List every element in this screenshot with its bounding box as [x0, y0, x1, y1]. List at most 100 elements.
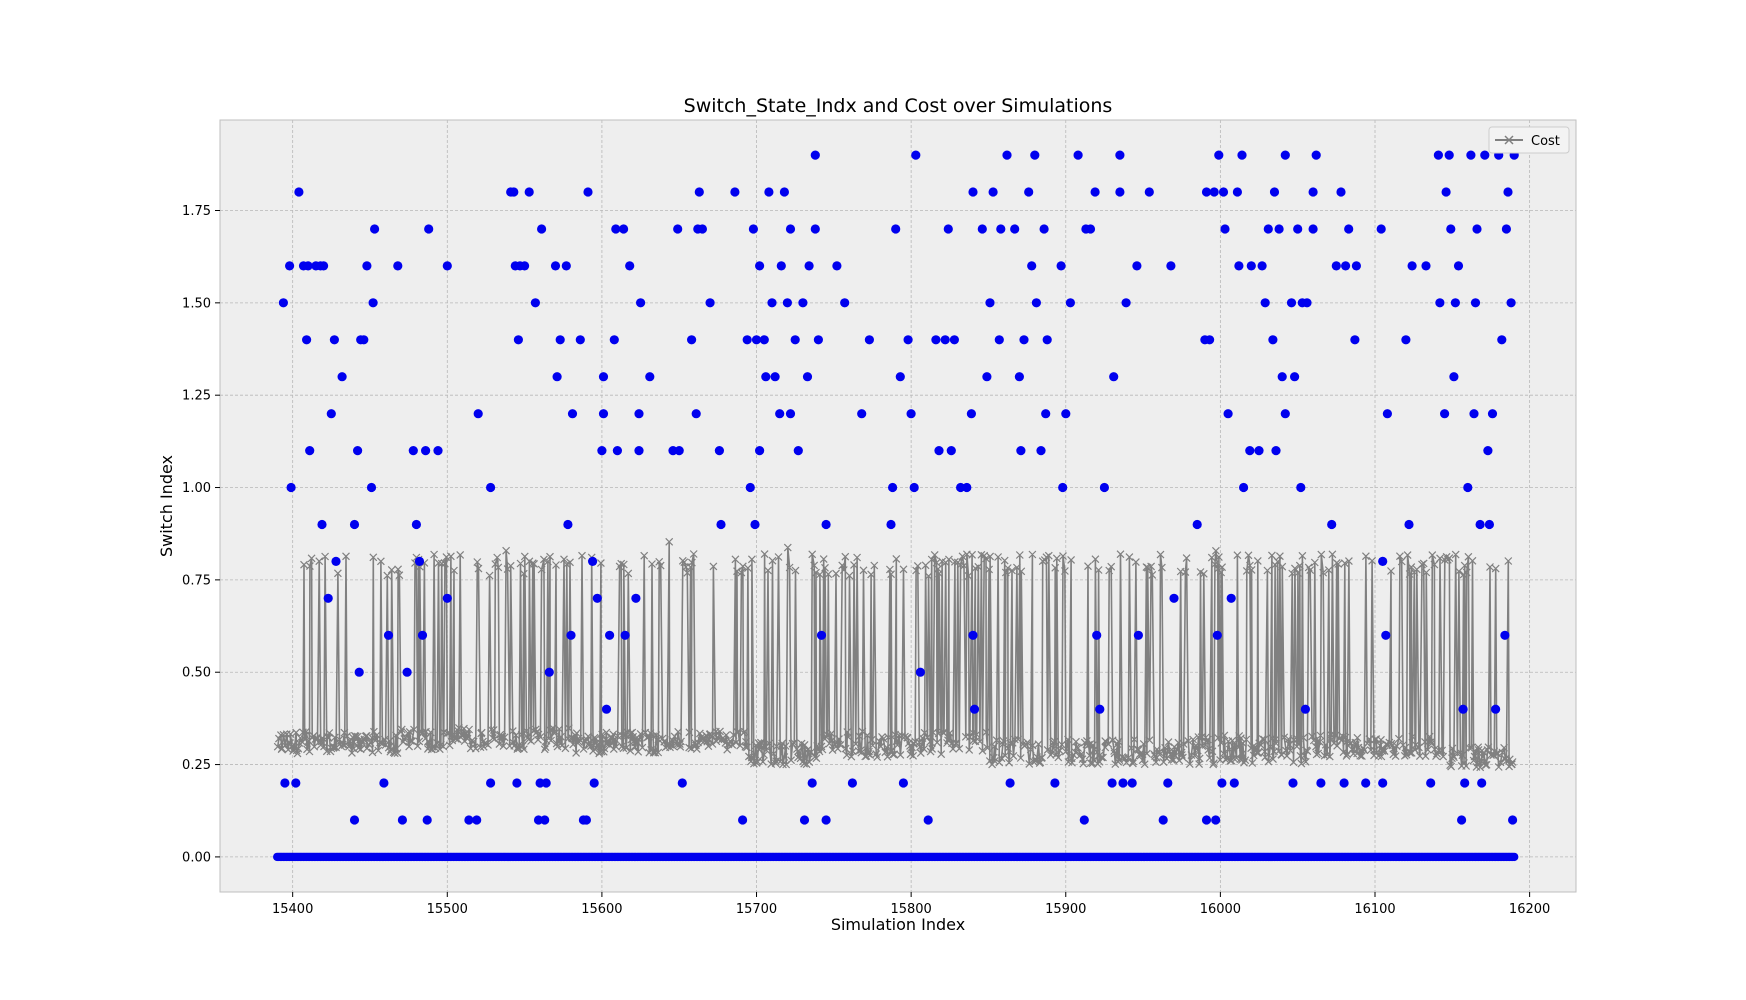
switch-point — [1491, 704, 1501, 714]
switch-point — [1239, 482, 1249, 493]
switch-point — [1005, 778, 1015, 788]
switch-point — [742, 335, 752, 345]
switch-point — [291, 778, 301, 788]
switch-point — [1237, 150, 1247, 160]
switch-point — [1503, 187, 1513, 197]
switch-point — [888, 482, 898, 493]
x-tick-label: 15600 — [581, 902, 622, 917]
switch-point — [761, 372, 771, 382]
switch-point — [911, 150, 921, 160]
switch-point — [1466, 150, 1476, 160]
switch-point — [329, 335, 339, 345]
switch-point — [1277, 372, 1287, 382]
switch-point — [417, 630, 428, 640]
switch-point — [1426, 778, 1436, 788]
y-tick-label: 1.00 — [182, 481, 211, 496]
switch-point — [1401, 335, 1411, 345]
switch-point — [759, 335, 769, 345]
switch-point — [730, 187, 740, 197]
switch-point — [393, 261, 403, 271]
switch-point — [383, 630, 394, 640]
switch-point — [1308, 224, 1318, 234]
switch-point — [1030, 150, 1040, 160]
switch-point — [1506, 298, 1516, 308]
switch-point — [1484, 519, 1494, 530]
switch-point — [716, 519, 726, 530]
switch-point — [949, 335, 960, 345]
switch-point — [1166, 261, 1176, 271]
switch-point — [1470, 298, 1481, 308]
switch-point — [790, 335, 800, 345]
switch-point — [1115, 187, 1125, 197]
switch-point — [1220, 224, 1230, 234]
switch-point — [598, 409, 609, 419]
switch-point — [280, 778, 290, 788]
cost-series — [273, 537, 1517, 772]
switch-point — [1010, 224, 1020, 234]
switch-point — [422, 815, 432, 825]
switch-point — [782, 298, 793, 308]
switch-point — [598, 372, 609, 382]
switch-point — [1027, 261, 1037, 271]
switch-point — [414, 556, 425, 567]
switch-point — [1260, 298, 1270, 308]
switch-point — [1016, 446, 1026, 456]
switch-point — [541, 778, 551, 788]
switch-point — [513, 335, 524, 345]
switch-point — [1268, 335, 1278, 345]
switch-point — [634, 446, 644, 456]
switch-point — [1450, 298, 1460, 308]
switch-point — [323, 593, 333, 603]
switch-point — [368, 298, 378, 308]
switch-point — [793, 446, 803, 456]
switch-point — [1121, 298, 1131, 308]
switch-point — [1351, 261, 1361, 271]
switch-point — [1469, 409, 1479, 419]
switch-point — [895, 372, 905, 382]
switch-point — [473, 409, 483, 419]
switch-point — [1002, 150, 1012, 160]
switch-point — [1327, 519, 1337, 530]
switch-point — [317, 519, 327, 530]
switch-point — [302, 335, 312, 345]
switch-point — [816, 630, 827, 640]
switch-point — [379, 778, 389, 788]
switch-point — [968, 630, 978, 640]
switch-point — [1092, 630, 1102, 640]
cost-x-markers — [273, 537, 1517, 772]
switch-point — [353, 446, 363, 456]
switch-point — [1350, 335, 1360, 345]
switch-point — [891, 224, 901, 234]
switch-point — [943, 224, 953, 234]
switch-point — [886, 519, 896, 530]
switch-point — [738, 815, 748, 825]
switch-point — [589, 778, 599, 788]
switch-point — [1472, 224, 1482, 234]
switch-point — [864, 335, 875, 345]
switch-point — [1109, 372, 1119, 382]
switch-point — [1061, 409, 1071, 419]
switch-point — [421, 446, 431, 456]
x-tick-label: 15400 — [272, 902, 313, 917]
switch-point — [1500, 630, 1510, 640]
switch-point — [512, 778, 522, 788]
x-tick-label: 15800 — [890, 902, 931, 917]
switch-point — [1444, 150, 1454, 160]
switch-point — [370, 224, 380, 234]
switch-point — [354, 667, 364, 677]
plot-frame — [219, 119, 1577, 893]
switch-point — [1446, 224, 1456, 234]
legend-label-cost: Cost — [1531, 134, 1560, 149]
x-tick-label: 16200 — [1509, 902, 1550, 917]
switch-point — [977, 224, 987, 234]
switch-point — [748, 224, 759, 234]
switch-point — [645, 372, 655, 382]
switch-point — [294, 187, 304, 197]
switch-point — [1460, 778, 1470, 788]
switch-point — [540, 815, 550, 825]
switch-point — [946, 446, 956, 456]
switch-point — [563, 519, 573, 530]
x-tick-label: 15900 — [1045, 902, 1086, 917]
switch-point — [1274, 224, 1284, 234]
